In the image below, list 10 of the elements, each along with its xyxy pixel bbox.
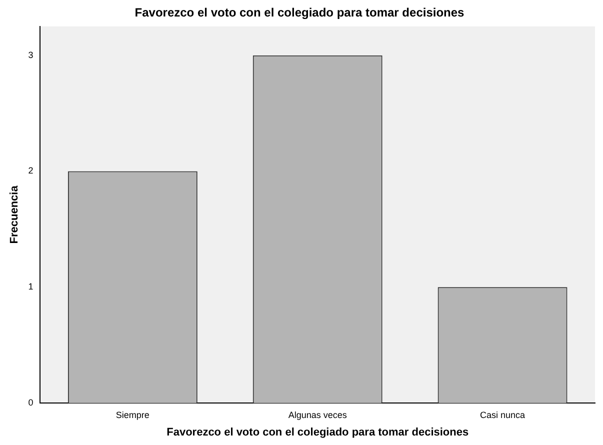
y-tick-label: 2 — [28, 166, 34, 176]
x-tick-label: Algunas veces — [288, 410, 348, 420]
y-tick-label: 3 — [28, 50, 34, 60]
x-axis-title: Favorezco el voto con el colegiado para tomar decisiones — [166, 426, 469, 438]
x-tick-label: Casi nunca — [480, 410, 526, 420]
y-axis-title: Frecuencia — [8, 184, 21, 244]
y-tick-label: 0 — [28, 397, 34, 408]
chart-title: Favorezco el voto con el colegiado para tomar decisiones — [134, 6, 465, 20]
x-tick-label: Siempre — [116, 410, 150, 420]
y-tick-label: 1 — [28, 282, 34, 292]
